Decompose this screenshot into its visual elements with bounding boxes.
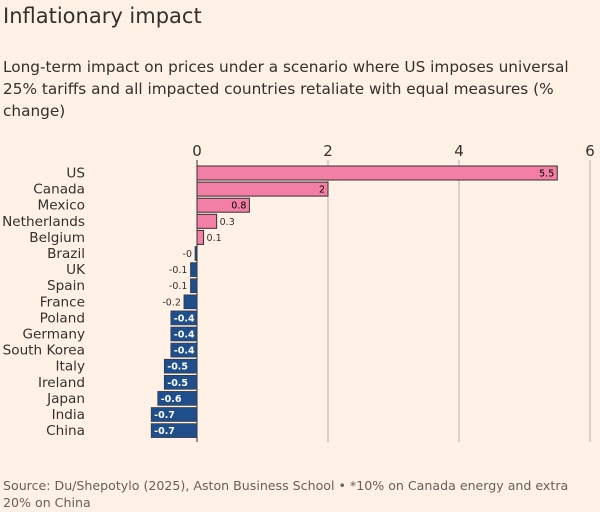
bar <box>183 294 198 310</box>
bar <box>190 278 198 294</box>
value-label: -0.4 <box>174 313 195 324</box>
bar <box>196 197 250 213</box>
bar <box>157 391 198 406</box>
value-label: -0.2 <box>162 297 181 308</box>
value-label: -0.7 <box>154 426 175 437</box>
bar <box>170 326 198 342</box>
chart-subtitle: Long-term impact on prices under a scena… <box>3 58 569 120</box>
category-label: Ireland <box>38 375 85 391</box>
x-tick-label: 6 <box>585 142 595 160</box>
x-tick-label: 4 <box>454 142 464 160</box>
category-label: Mexico <box>38 198 85 214</box>
bar <box>194 246 198 261</box>
category-label: Poland <box>40 310 85 326</box>
category-label: South Korea <box>3 343 85 359</box>
value-label: 2 <box>319 185 325 196</box>
category-labels: USCanadaMexicoNetherlandsBelgiumBrazilUK… <box>2 166 86 440</box>
category-label: Brazil <box>47 246 85 262</box>
bar <box>163 374 198 390</box>
category-label: Spain <box>47 278 85 294</box>
category-label: Germany <box>23 327 85 343</box>
value-label: -0.6 <box>161 394 182 405</box>
value-labels: 5.5 2 0.8 0.3 0.1 -0 -0.1 -0.1 -0.2 -0.4 -0.4 -0.4 -… <box>154 169 554 438</box>
category-label: Belgium <box>29 230 85 246</box>
value-label: 0.1 <box>207 233 222 244</box>
value-label: -0 <box>183 249 192 260</box>
value-label: 0.8 <box>231 201 246 212</box>
bar <box>170 342 198 358</box>
bar <box>196 165 558 181</box>
bar <box>196 229 205 245</box>
bar <box>170 310 198 326</box>
chart-title: Inflationary impact <box>3 4 202 28</box>
value-label: -0.1 <box>169 265 188 276</box>
value-label: -0.5 <box>167 378 188 389</box>
category-label: China <box>46 423 85 439</box>
category-label: US <box>66 166 85 182</box>
category-label: Japan <box>46 391 85 407</box>
bar <box>163 358 198 374</box>
x-axis-ticks: 0 2 4 6 <box>192 142 595 160</box>
value-label: 5.5 <box>539 169 554 180</box>
bar <box>190 262 198 277</box>
bar <box>196 181 329 197</box>
bars <box>150 165 558 438</box>
bar <box>150 423 198 438</box>
category-label: Netherlands <box>2 214 85 230</box>
bar <box>196 213 218 229</box>
chart-source: Source: Du/Shepotylo (2025), Aston Busin… <box>3 478 569 510</box>
value-label: -0.7 <box>154 410 175 421</box>
category-label: Italy <box>56 359 86 375</box>
category-label: Canada <box>33 182 85 198</box>
value-label: -0.4 <box>174 330 195 341</box>
x-tick-label: 2 <box>323 142 333 160</box>
value-label: -0.4 <box>174 346 195 357</box>
bar <box>150 407 198 422</box>
value-label: -0.5 <box>167 362 188 373</box>
gridlines <box>196 160 591 442</box>
x-tick-label: 0 <box>192 142 202 160</box>
category-label: India <box>52 407 85 423</box>
value-label: -0.1 <box>169 281 188 292</box>
category-label: France <box>40 294 85 310</box>
category-label: UK <box>66 262 86 278</box>
value-label: 0.3 <box>220 217 235 228</box>
